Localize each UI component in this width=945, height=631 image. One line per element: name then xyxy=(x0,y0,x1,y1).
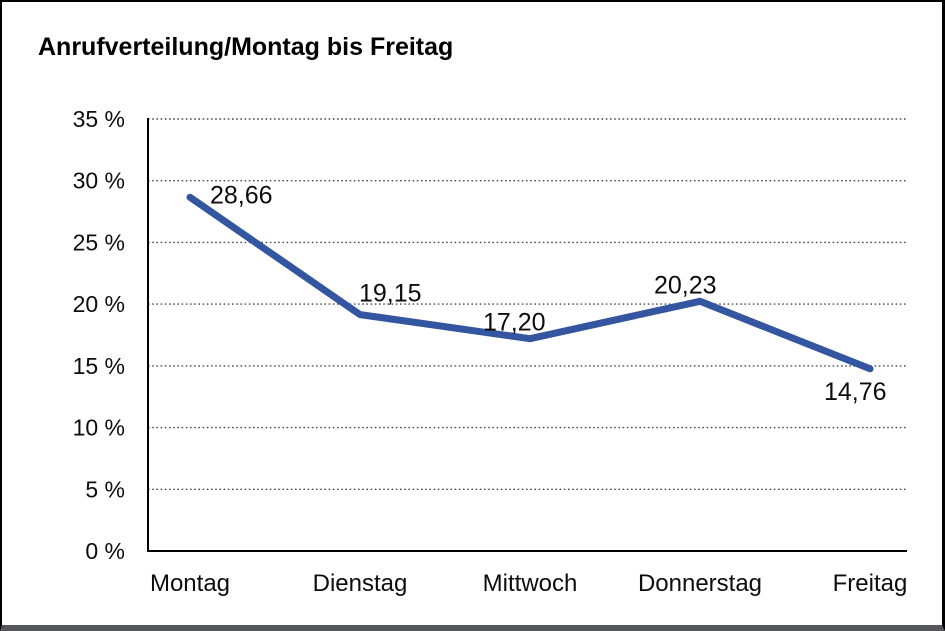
data-point-label: 14,76 xyxy=(824,378,887,406)
y-axis-tick-label: 15 % xyxy=(73,353,125,379)
y-axis-tick-label: 25 % xyxy=(73,229,125,255)
data-point-label: 19,15 xyxy=(359,280,422,308)
data-point-label: 28,66 xyxy=(210,181,273,209)
y-axis-tick-label: 35 % xyxy=(73,106,125,132)
x-axis-category-label: Montag xyxy=(150,570,230,597)
chart-title: Anrufverteilung/Montag bis Freitag xyxy=(38,33,454,61)
x-axis-category-label: Dienstag xyxy=(313,570,408,597)
data-point-label: 17,20 xyxy=(483,309,546,337)
x-axis-category-label: Freitag xyxy=(833,570,908,597)
y-axis-tick-label: 0 % xyxy=(85,538,125,564)
y-axis-tick-label: 10 % xyxy=(73,415,125,441)
y-axis-tick-label: 5 % xyxy=(85,476,125,502)
data-series-line xyxy=(186,193,874,373)
x-axis-category-label: Donnerstag xyxy=(638,570,762,597)
y-axis-tick-label: 20 % xyxy=(73,291,125,317)
data-point-label: 20,23 xyxy=(654,271,717,299)
y-axis-tick-label: 30 % xyxy=(73,168,125,194)
x-axis-category-label: Mittwoch xyxy=(483,570,578,597)
